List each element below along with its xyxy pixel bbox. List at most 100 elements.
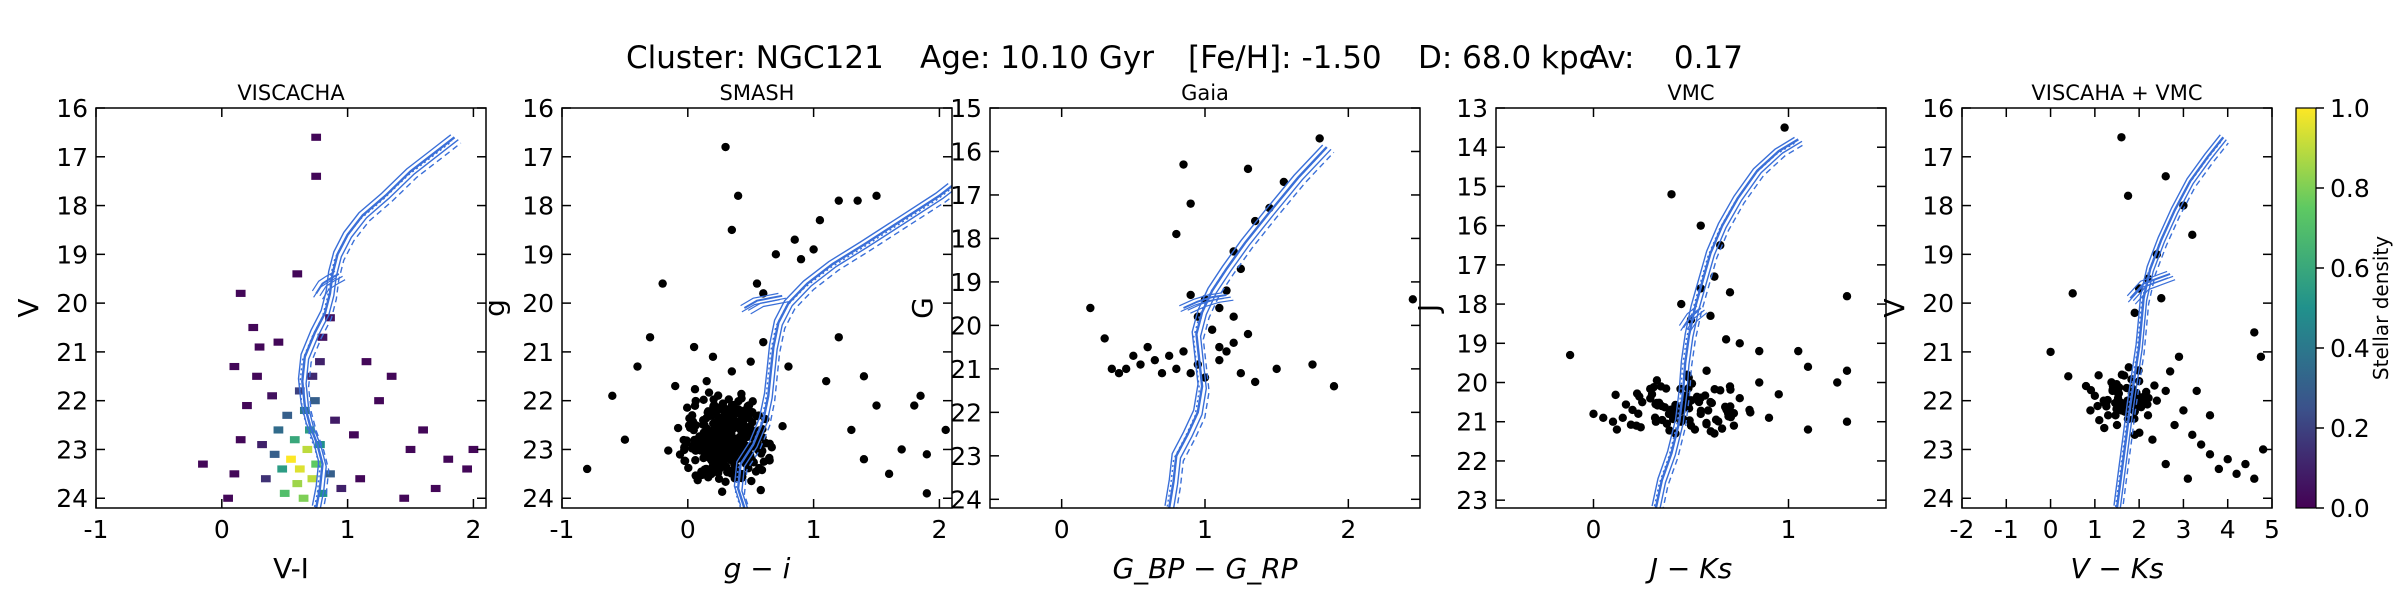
colorbar-tick-label: 0.8: [2330, 174, 2370, 203]
star-point: [620, 435, 630, 444]
panel-title: VMC: [1667, 81, 1714, 105]
star-point: [2196, 440, 2206, 449]
star-point: [765, 439, 774, 449]
panel-title: VISCACHA: [237, 81, 345, 105]
y-tick-label: 23: [56, 435, 88, 464]
star-point: [633, 362, 642, 371]
star-point: [821, 376, 831, 386]
star-point: [2086, 406, 2095, 415]
star-point: [2064, 372, 2073, 381]
star-point: [684, 463, 693, 473]
x-axis-label: V-I: [273, 552, 309, 585]
isochrone-line: [2113, 134, 2221, 506]
star-point: [1150, 355, 1160, 365]
star-point: [727, 367, 737, 376]
y-tick-label: 16: [950, 137, 982, 166]
isochrone-hb-line: [321, 279, 346, 300]
star-point: [2124, 363, 2133, 372]
star-point: [2068, 289, 2077, 298]
y-tick-label: 19: [522, 240, 554, 269]
isochrone-hb-line: [319, 275, 343, 297]
star-point: [1172, 229, 1181, 239]
star-point: [1565, 350, 1575, 360]
star-point: [664, 446, 673, 455]
star-point: [1656, 382, 1666, 391]
star-point: [1222, 286, 1231, 295]
star-point: [1308, 360, 1317, 369]
star-point: [717, 434, 727, 443]
isochrone-hb-line: [313, 277, 337, 298]
heatmap-cell: [418, 426, 428, 434]
y-tick-label: 17: [1456, 251, 1488, 280]
y-tick-label: 21: [1456, 408, 1488, 437]
heatmap-cell: [260, 475, 271, 483]
isochrone-hb-line: [2134, 279, 2176, 305]
star-point: [2123, 191, 2133, 201]
y-axis-label: V: [12, 298, 45, 317]
isochrone-line: [1651, 136, 1795, 507]
heatmap-cell: [292, 270, 303, 278]
star-point: [2174, 352, 2184, 361]
star-point: [1651, 417, 1661, 426]
star-point: [2205, 450, 2215, 459]
star-point: [691, 455, 700, 465]
star-point: [2148, 435, 2157, 444]
star-point: [2179, 406, 2188, 415]
y-tick-label: 23: [950, 442, 982, 471]
star-point: [720, 443, 730, 453]
y-axis-label: J: [1412, 304, 1445, 314]
y-tick-label: 18: [522, 192, 554, 221]
star-point: [704, 388, 714, 397]
axes-frame: [1495, 107, 1887, 509]
star-point: [1638, 397, 1647, 407]
x-tick-label: 2: [1340, 515, 1356, 544]
star-point: [732, 420, 741, 429]
star-point: [1628, 405, 1637, 415]
star-point: [680, 456, 690, 466]
heatmap-cell: [235, 436, 246, 444]
heatmap-cell: [386, 372, 397, 380]
star-point: [1647, 390, 1657, 399]
star-point: [1179, 160, 1188, 169]
star-point: [2117, 133, 2126, 142]
star-point: [2143, 411, 2153, 420]
suptitle-cluster: Cluster: NGC121: [626, 40, 884, 76]
y-tick-label: 18: [1922, 192, 1954, 221]
heatmap-cell: [311, 172, 322, 180]
star-point: [756, 485, 765, 495]
isochrone-line: [743, 195, 952, 508]
y-tick-label: 22: [522, 387, 554, 416]
star-point: [2108, 386, 2117, 396]
star-point: [699, 395, 708, 405]
star-point: [1803, 362, 1813, 372]
heatmap-cell: [315, 358, 325, 366]
star-point: [834, 196, 843, 205]
heatmap-cell: [223, 494, 233, 502]
x-tick-label: 5: [2264, 515, 2280, 544]
star-point: [1186, 290, 1195, 300]
y-tick-label: 20: [1922, 289, 1954, 318]
isochrone-hb-line: [1183, 294, 1227, 309]
heatmap-cell: [443, 455, 454, 463]
star-point: [834, 333, 843, 342]
suptitle: Cluster: NGC121 Age: 10.10 Gyr [Fe/H]: -…: [626, 40, 1743, 76]
y-tick-label: 14: [1456, 133, 1488, 162]
star-point: [2188, 430, 2197, 440]
heatmap-cell: [229, 470, 240, 478]
star-point: [1729, 421, 1739, 430]
star-point: [2112, 420, 2122, 430]
x-tick-label: 0: [1054, 515, 1070, 544]
star-point: [721, 477, 730, 486]
y-axis-label: V: [1878, 298, 1911, 317]
star-point: [727, 225, 737, 235]
star-point: [697, 434, 706, 444]
star-point: [872, 401, 881, 410]
star-point: [734, 409, 744, 418]
x-axis-label: g − i: [724, 552, 791, 585]
star-point: [733, 191, 743, 201]
y-tick-label: 22: [1456, 447, 1488, 476]
star-point: [682, 403, 692, 412]
y-axis-label: g: [478, 299, 511, 317]
plot-area: [1086, 134, 1418, 508]
star-point: [1657, 401, 1666, 411]
